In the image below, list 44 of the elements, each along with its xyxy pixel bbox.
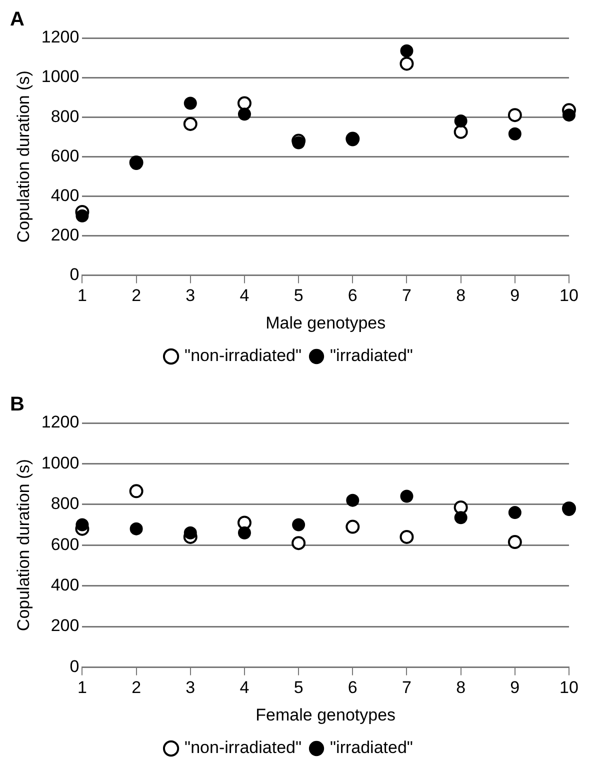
y-tick-label: 0 bbox=[70, 264, 80, 284]
y-tick-label: 1000 bbox=[41, 453, 80, 472]
x-tick-label: 2 bbox=[132, 286, 142, 306]
y-tick-label: 1000 bbox=[41, 67, 80, 86]
x-tick-label: 1 bbox=[77, 678, 87, 698]
x-tick-label: 5 bbox=[294, 286, 304, 306]
x-tick-label: 8 bbox=[456, 678, 466, 698]
y-axis-title: Copulation duration (s) bbox=[14, 459, 33, 632]
x-tick-label: 3 bbox=[186, 678, 196, 698]
x-tick-label: 9 bbox=[510, 286, 520, 306]
y-tick-label: 400 bbox=[50, 186, 80, 205]
x-tick-label: 2 bbox=[132, 678, 142, 698]
chart-title: B bbox=[10, 394, 24, 416]
x-tick-label: 7 bbox=[402, 286, 412, 306]
x-tick-label: 1 bbox=[77, 286, 87, 306]
x-tick-label: 4 bbox=[240, 678, 250, 698]
y-tick-label: 1200 bbox=[41, 412, 80, 432]
x-tick-label: 6 bbox=[348, 678, 358, 698]
y-tick-label: 200 bbox=[50, 616, 80, 636]
y-tick-label: 600 bbox=[50, 146, 80, 166]
x-axis-title: Male genotypes bbox=[266, 313, 386, 332]
y-tick-label: 800 bbox=[50, 494, 80, 514]
y-tick-label: 0 bbox=[70, 656, 80, 676]
x-tick-label: 10 bbox=[560, 286, 578, 306]
y-tick-label: 1200 bbox=[41, 28, 80, 47]
y-axis-title: Copulation duration (s) bbox=[14, 70, 33, 243]
x-axis-title: Female genotypes bbox=[256, 705, 396, 724]
x-tick-label: 4 bbox=[240, 286, 250, 306]
x-tick-label: 3 bbox=[186, 286, 196, 306]
y-tick-label: 600 bbox=[50, 534, 80, 554]
legend-label: "non-irradiated" bbox=[184, 346, 302, 366]
legend-label: "irradiated" bbox=[330, 346, 413, 366]
y-tick-label: 200 bbox=[50, 225, 80, 244]
x-tick-label: 6 bbox=[348, 286, 358, 306]
legend-label: "non-irradiated" bbox=[184, 738, 302, 758]
y-tick-label: 400 bbox=[50, 575, 80, 594]
chart-title: A bbox=[10, 8, 24, 31]
legend-label: "irradiated" bbox=[330, 738, 413, 758]
x-tick-label: 5 bbox=[294, 678, 304, 698]
x-tick-label: 8 bbox=[456, 286, 466, 306]
x-tick-label: 10 bbox=[560, 678, 578, 698]
y-tick-label: 800 bbox=[50, 106, 80, 126]
x-tick-label: 9 bbox=[510, 678, 520, 698]
x-tick-label: 7 bbox=[402, 678, 412, 698]
